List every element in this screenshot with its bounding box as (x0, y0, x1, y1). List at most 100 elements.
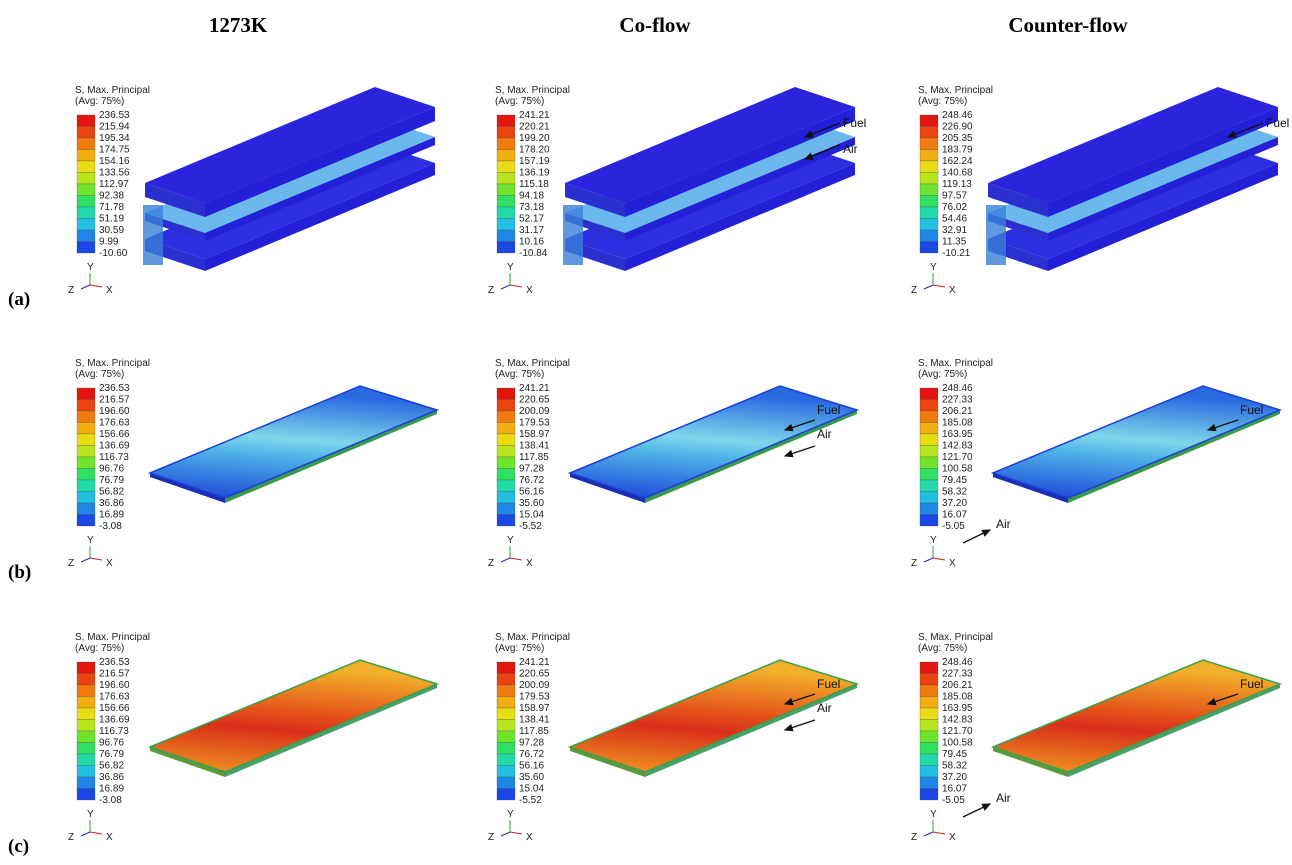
legend-subtitle: (Avg: 75%) (75, 369, 124, 380)
legend-value: 30.59 (99, 225, 124, 236)
triad-label: X (106, 558, 113, 569)
colorbar-band (497, 184, 515, 196)
colorbar-band (920, 480, 938, 492)
flow-arrow (785, 720, 815, 730)
triad-label: X (949, 832, 956, 843)
triad-label: Z (68, 285, 74, 296)
triad-axis (933, 558, 945, 560)
colorbar-band (77, 150, 95, 162)
triad-axis (501, 558, 510, 562)
triad-label: Y (507, 262, 514, 273)
legend-value: 196.60 (99, 680, 130, 691)
legend-value: 248.46 (942, 110, 973, 121)
legend-value: 100.58 (942, 464, 973, 475)
colorbar-band (497, 777, 515, 789)
legend-value: 16.07 (942, 784, 967, 795)
legend-value: 163.95 (942, 703, 973, 714)
colorbar-band (497, 731, 515, 743)
legend-title: S, Max. Principal (918, 358, 993, 369)
cell-frame (143, 205, 163, 265)
legend-value: 205.35 (942, 133, 973, 144)
legend-value: 220.65 (519, 395, 550, 406)
legend-value: 163.95 (942, 429, 973, 440)
legend-value: 94.18 (519, 191, 544, 202)
legend-value: 138.41 (519, 715, 550, 726)
colorbar-band (920, 720, 938, 732)
legend-value: -10.84 (519, 248, 548, 259)
triad-axis (924, 285, 933, 289)
triad-axis (90, 832, 102, 834)
colorbar-band (920, 400, 938, 412)
flow-label: Fuel (1266, 116, 1289, 130)
legend-value: 36.86 (99, 772, 124, 783)
legend-value: 97.28 (519, 738, 544, 749)
legend-value: 97.28 (519, 464, 544, 475)
legend-value: 138.41 (519, 441, 550, 452)
legend-value: 119.13 (942, 179, 972, 190)
colorbar-band (497, 708, 515, 720)
legend-value: 174.75 (99, 145, 130, 156)
flow-arrow (963, 804, 990, 817)
legend-subtitle: (Avg: 75%) (918, 643, 967, 654)
legend-value: 156.66 (99, 429, 130, 440)
plate-top (993, 660, 1280, 772)
legend-value: 215.94 (99, 122, 130, 133)
triad-label: Y (507, 535, 514, 546)
triad-label: Z (488, 285, 494, 296)
colorbar-band (920, 503, 938, 515)
legend-value: 176.63 (99, 692, 130, 703)
legend-value: 71.78 (99, 202, 124, 213)
legend-value: 248.46 (942, 383, 973, 394)
colorbar-band (497, 400, 515, 412)
plate-top (150, 660, 437, 772)
legend-value: 227.33 (942, 395, 973, 406)
legend-value: 236.53 (99, 383, 130, 394)
legend-value: 179.53 (519, 692, 550, 703)
legend-value: 16.89 (99, 510, 124, 521)
colorbar-band (77, 242, 95, 254)
legend-value: 117.85 (519, 452, 549, 463)
legend-title: S, Max. Principal (495, 632, 570, 643)
legend-value: 185.08 (942, 418, 973, 429)
figure: 1273KCo-flowCounter-flow(a)S, Max. Princ… (0, 0, 1292, 865)
legend-value: 142.83 (942, 715, 973, 726)
legend-value: 157.19 (519, 156, 550, 167)
colorbar-band (77, 708, 95, 720)
legend-value: 236.53 (99, 657, 130, 668)
legend-value: -5.52 (519, 521, 542, 532)
legend-value: 162.24 (942, 156, 973, 167)
legend-title: S, Max. Principal (495, 358, 570, 369)
legend-value: 16.07 (942, 510, 967, 521)
legend-value: 136.19 (519, 168, 550, 179)
legend-value: 56.16 (519, 761, 544, 772)
flow-label: Fuel (843, 116, 866, 130)
legend-value: -3.08 (99, 521, 122, 532)
colorbar-band (497, 196, 515, 208)
legend-value: 96.76 (99, 464, 124, 475)
colorbar-band (920, 685, 938, 697)
flow-label: Fuel (1240, 677, 1263, 691)
colorbar-band (920, 423, 938, 435)
triad-label: Y (930, 262, 937, 273)
colorbar-band (77, 161, 95, 173)
legend-value: 96.76 (99, 738, 124, 749)
legend-subtitle: (Avg: 75%) (918, 96, 967, 107)
legend-subtitle: (Avg: 75%) (495, 96, 544, 107)
triad-label: Y (930, 809, 937, 820)
cell-frame (986, 205, 1006, 265)
legend-value: 35.60 (519, 772, 544, 783)
triad-label: X (106, 832, 113, 843)
colorbar-band (497, 469, 515, 481)
colorbar-band (77, 789, 95, 801)
triad-axis (933, 285, 945, 287)
legend-value: -10.60 (99, 248, 128, 259)
colorbar-band (77, 515, 95, 527)
flow-label: Air (817, 701, 832, 715)
colorbar-band (920, 743, 938, 755)
colorbar-band (497, 173, 515, 185)
legend-value: 58.32 (942, 487, 967, 498)
colorbar-band (920, 697, 938, 709)
colorbar-band (920, 731, 938, 743)
triad-label: X (526, 832, 533, 843)
triad-label: X (526, 558, 533, 569)
